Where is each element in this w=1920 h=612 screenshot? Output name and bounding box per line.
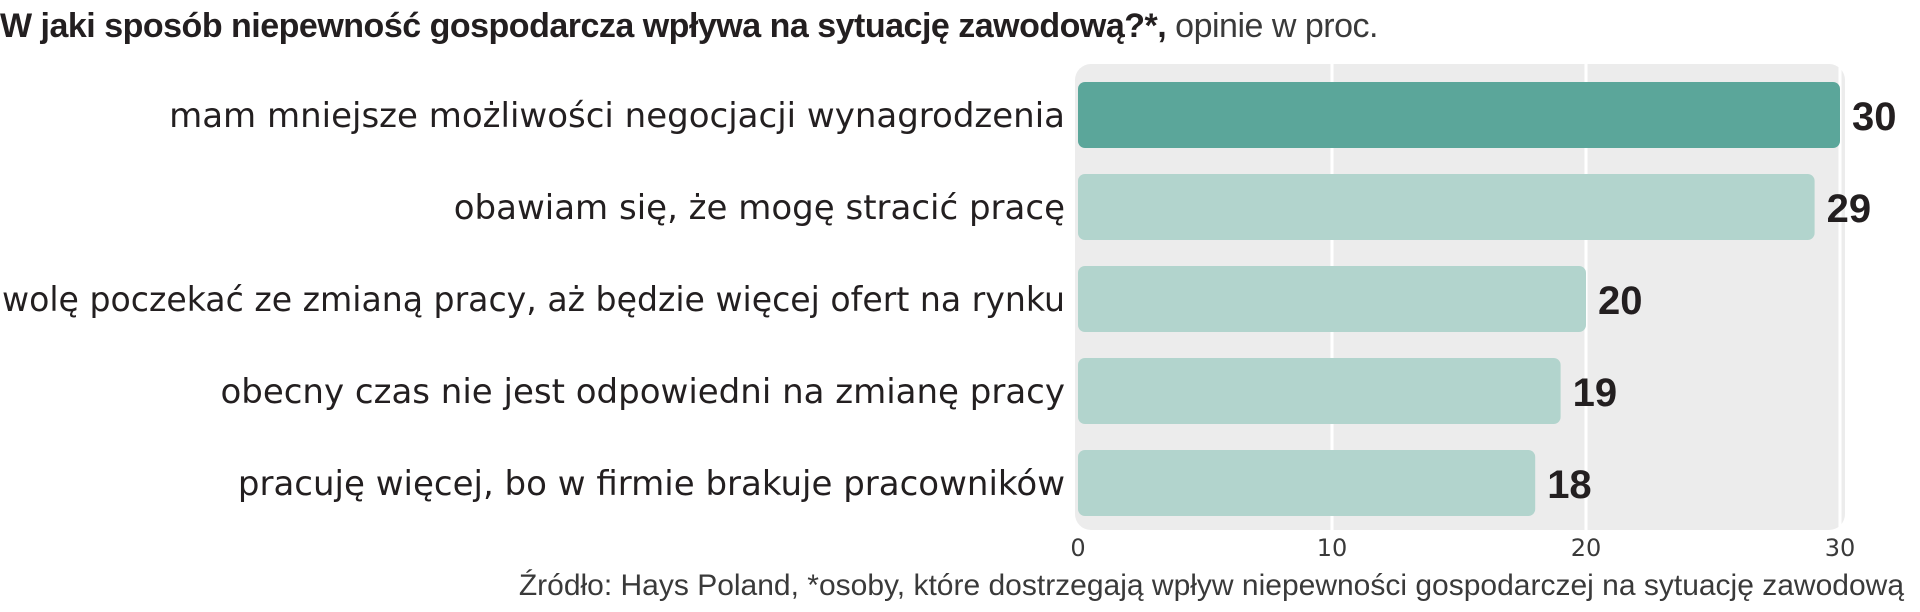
category-label-2: obawiam się, że mogę stracić pracę — [454, 188, 1065, 228]
x-axis-tick-labels: 0 10 20 30 — [1070, 534, 1855, 560]
bar-4 — [1078, 358, 1561, 424]
category-label-4: obecny czas nie jest odpowiedni na zmian… — [220, 372, 1065, 412]
bar-5 — [1078, 450, 1536, 516]
category-label-1: mam mniejsze możliwości negocjacji wynag… — [169, 96, 1065, 136]
bar-2 — [1078, 174, 1815, 240]
value-label-4: 19 — [1573, 371, 1618, 415]
value-label-2: 29 — [1827, 187, 1872, 231]
bars — [1078, 82, 1840, 516]
x-tick-label-20: 20 — [1571, 534, 1602, 560]
chart-title-subtitle: opinie w proc. — [1166, 7, 1378, 45]
value-labels: 30 29 20 19 18 — [1547, 95, 1896, 507]
chart-title-main: W jaki sposób niepewność gospodarcza wpł… — [0, 7, 1167, 45]
value-label-3: 20 — [1598, 279, 1643, 323]
x-tick-label-30: 30 — [1825, 534, 1856, 560]
value-label-5: 18 — [1547, 463, 1592, 507]
category-label-5: pracuję więcej, bo w firmie brakuje prac… — [238, 464, 1065, 504]
source-note: Źródło: Hays Poland, *osoby, które dostr… — [518, 569, 1904, 602]
value-label-1: 30 — [1852, 95, 1897, 139]
bar-3 — [1078, 266, 1586, 332]
chart-title: W jaki sposób niepewność gospodarcza wpł… — [0, 4, 1378, 48]
x-tick-label-10: 10 — [1317, 534, 1348, 560]
bar-chart: mam mniejsze możliwości negocjacji wynag… — [2, 64, 1897, 560]
category-label-3: wolę poczekać ze zmianą pracy, aż będzie… — [2, 280, 1065, 320]
x-tick-label-0: 0 — [1070, 534, 1085, 560]
bar-1 — [1078, 82, 1840, 148]
category-labels: mam mniejsze możliwości negocjacji wynag… — [2, 96, 1065, 504]
